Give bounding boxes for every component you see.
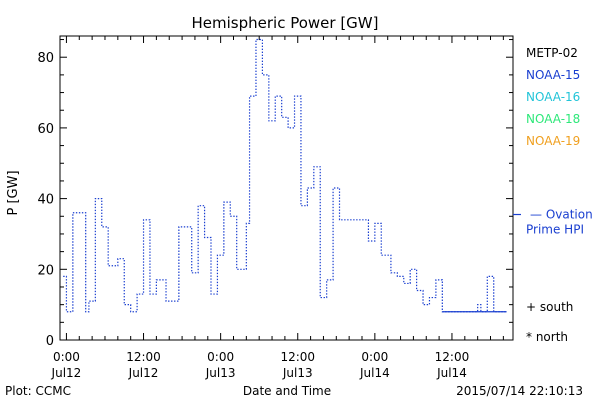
ovation-label: — Ovation	[530, 208, 593, 222]
ovation-label-line2: Prime HPI	[526, 223, 584, 237]
legend-entry: METP-02	[526, 46, 578, 60]
legend-entry: NOAA-16	[526, 90, 580, 104]
y-tick-label: 20	[37, 263, 54, 278]
x-tick-date-label: Jul14	[436, 366, 467, 380]
x-tick-date-label: Jul13	[205, 366, 236, 380]
plot-frame	[59, 35, 514, 341]
x-tick-time-label: 0:00	[53, 350, 80, 364]
x-tick-date-label: Jul14	[359, 366, 390, 380]
x-tick-time-label: 12:00	[126, 350, 161, 364]
marker-key: + south * north	[526, 300, 573, 344]
x-tick-date-label: Jul13	[282, 366, 313, 380]
x-tick-time-label: 12:00	[280, 350, 315, 364]
x-tick-date-label: Jul12	[51, 366, 82, 380]
x-axis-ticks: 0:00 Jul12 12:00 Jul12 0:00 Jul13 12:00 Jul13 0:…	[51, 36, 504, 380]
series-line-noaa15	[63, 38, 507, 313]
legend-entry: NOAA-15	[526, 68, 580, 82]
legend-entry: NOAA-19	[526, 134, 580, 148]
x-tick-time-label: 12:00	[435, 350, 470, 364]
chart-title: Hemispheric Power [GW]	[192, 14, 379, 32]
y-axis-label: P [GW]	[6, 170, 21, 215]
series-group	[63, 38, 507, 313]
plot-axes	[59, 35, 514, 341]
y-tick-label: 80	[37, 51, 54, 66]
legend-entry: NOAA-18	[526, 112, 580, 126]
marker-key-entry: + south	[526, 300, 573, 314]
x-tick-time-label: 0:00	[361, 350, 388, 364]
legend: METP-02 NOAA-15 NOAA-16 NOAA-18 NOAA-19	[526, 46, 580, 148]
footer-timestamp: 2015/07/14 22:10:13	[456, 384, 583, 398]
y-tick-label: 40	[37, 193, 54, 208]
x-axis-label: Date and Time	[243, 384, 331, 398]
x-tick-date-label: Jul12	[128, 366, 159, 380]
x-tick-time-label: 0:00	[207, 350, 234, 364]
y-tick-label: 60	[37, 122, 54, 137]
marker-key-entry: * north	[526, 330, 568, 344]
footer-plot-credit: Plot: CCMC	[5, 384, 71, 398]
y-axis-ticks: 0 20 40 60 80	[37, 39, 513, 349]
y-tick-label: 0	[46, 334, 54, 349]
